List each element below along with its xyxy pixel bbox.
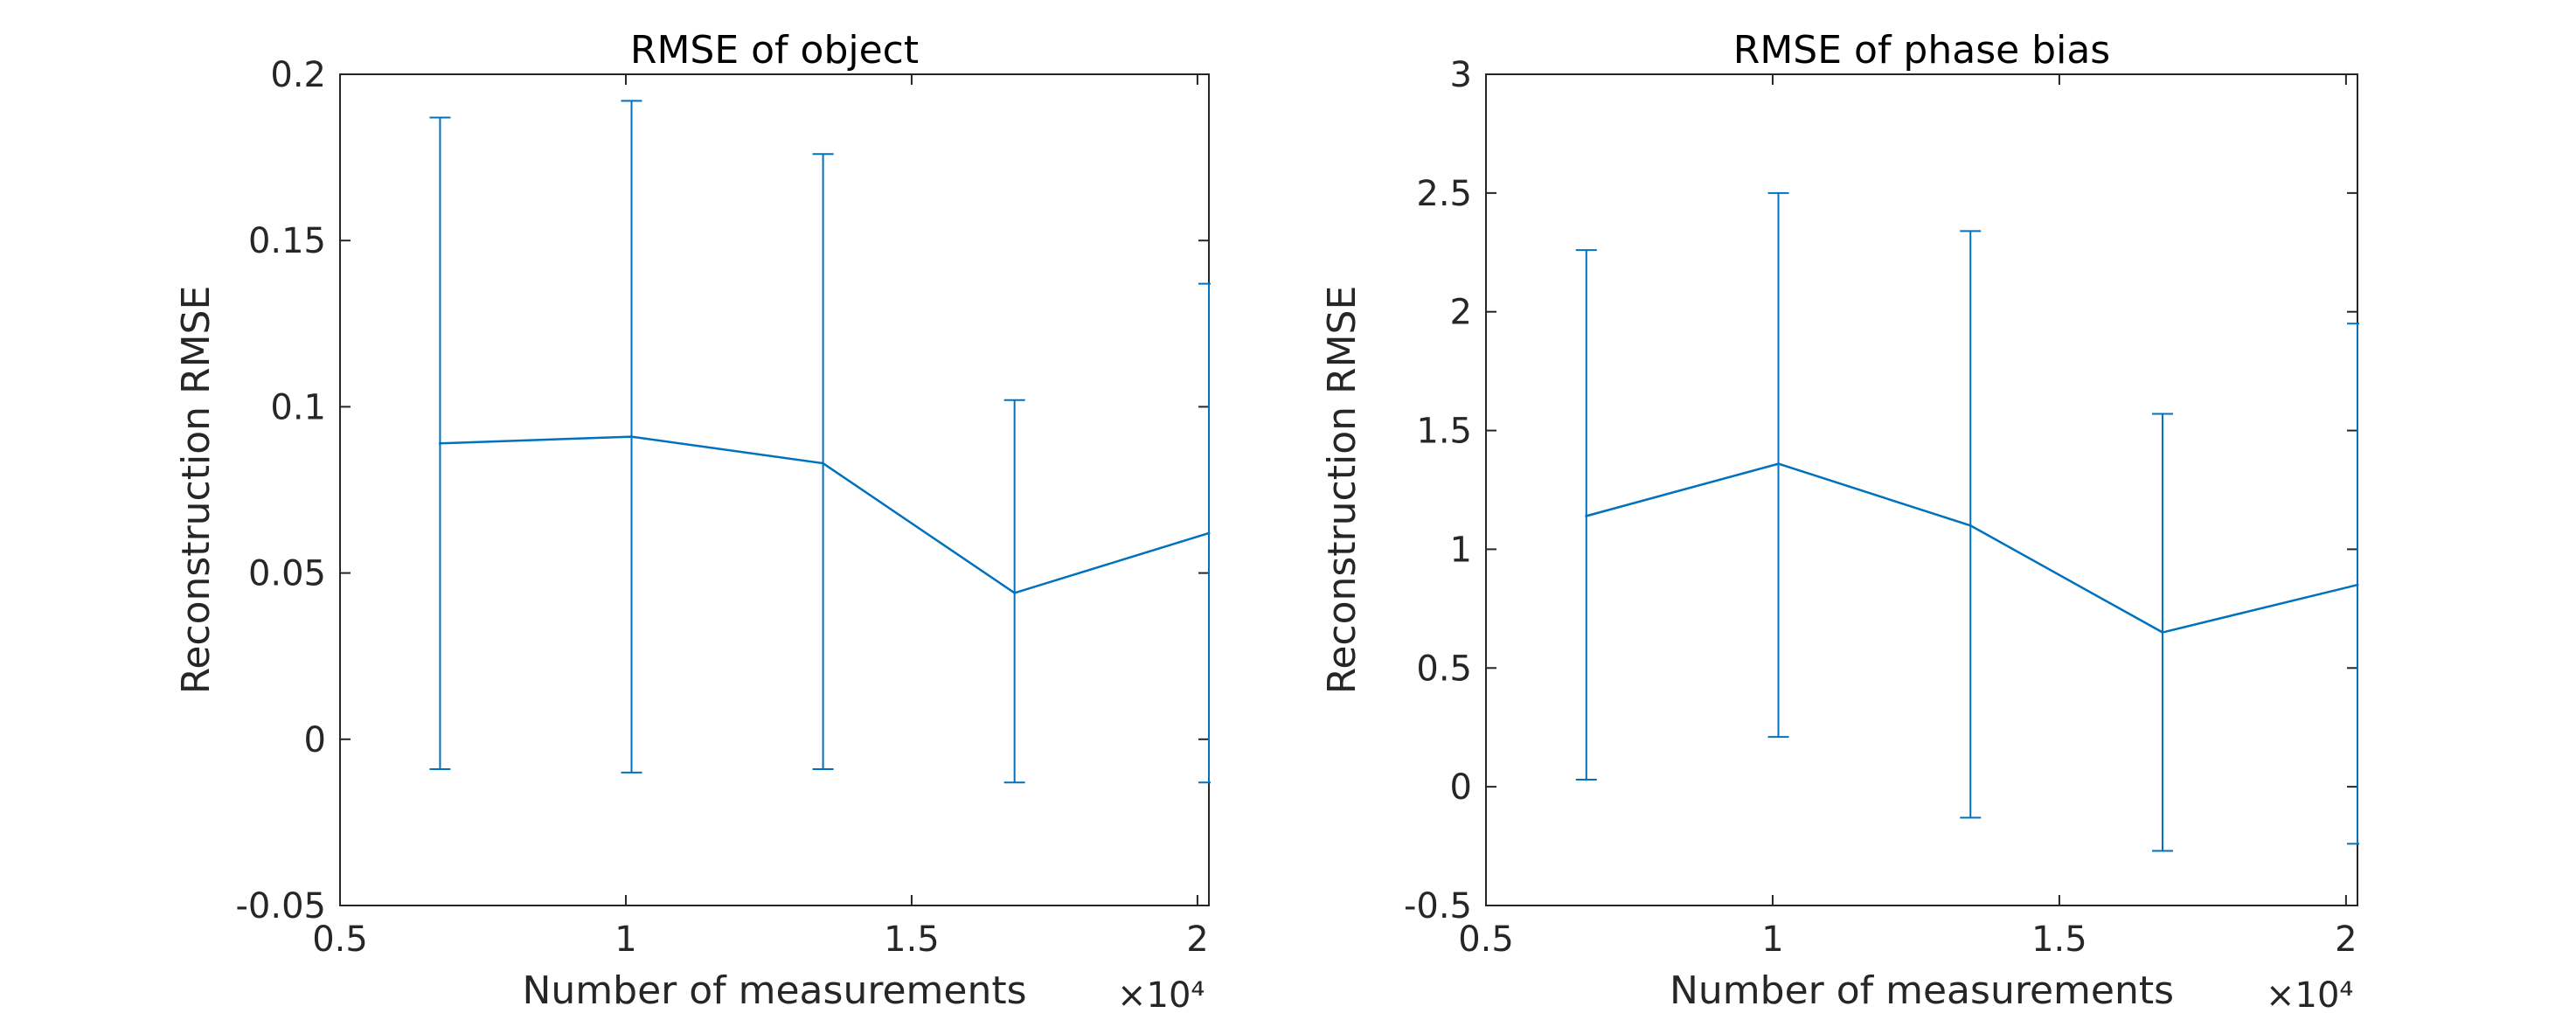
x-tick-label: 1.5 [884,919,940,960]
data-point [822,461,825,465]
data-point [438,441,441,445]
data-point [1207,531,1211,535]
axes-box [339,73,1210,906]
y-tick-label: 3 [1450,55,1472,95]
chart-title: RMSE of phase bias [1733,28,2110,73]
y-tick-label: 1.5 [1416,412,1472,452]
series-line [440,435,1210,594]
x-tick-label: 1 [1761,919,1783,960]
y-tick-label: 0.05 [248,554,326,594]
series-line [1586,462,2358,634]
data-point [1968,524,1972,527]
series-group [1575,191,2359,852]
data-point [630,435,634,439]
y-tick-label: 0 [304,720,326,760]
chart-phase-bias-rmse: RMSE of phase bias Number of measurement… [1320,28,2359,1013]
data-point [2356,583,2359,586]
x-tick-label: 0.5 [1458,919,1514,960]
x-tick-label: 2 [2335,919,2357,960]
data-point [2161,631,2164,635]
y-axis-label: Reconstruction RMSE [174,286,219,695]
x-tick-label: 1.5 [2031,919,2087,960]
data-point [1013,591,1017,594]
x-exponent-label: ×10⁴ [1117,975,1205,1013]
x-tick-label: 0.5 [312,919,368,960]
y-tick-label: 0.1 [270,387,326,427]
y-tick-label: 0.15 [248,221,326,261]
y-tick-label: 2.5 [1416,174,1472,214]
x-tick-label: 1 [614,919,636,960]
y-tick-label: 0 [1450,767,1472,808]
y-tick-label: 0.5 [1416,649,1472,689]
x-tick-label: 2 [1186,919,1208,960]
y-tick-label: -0.05 [236,886,327,926]
y-tick-label: 0.2 [270,55,326,95]
y-tick-label: 1 [1450,530,1472,570]
y-tick-label: -0.5 [1404,886,1472,926]
series-group [429,100,1211,784]
axes-box [1485,73,2358,906]
x-axis-label: Number of measurements [1670,968,2174,1013]
y-tick-label: 2 [1450,293,1472,333]
x-axis-label: Number of measurements [522,968,1026,1013]
data-point [1585,514,1588,517]
x-exponent-label: ×10⁴ [2266,975,2353,1013]
y-axis-label: Reconstruction RMSE [1320,286,1364,695]
data-point [1777,462,1781,466]
chart-object-rmse: RMSE of object Number of measurements Re… [174,28,1211,1013]
chart-title: RMSE of object [630,28,919,73]
